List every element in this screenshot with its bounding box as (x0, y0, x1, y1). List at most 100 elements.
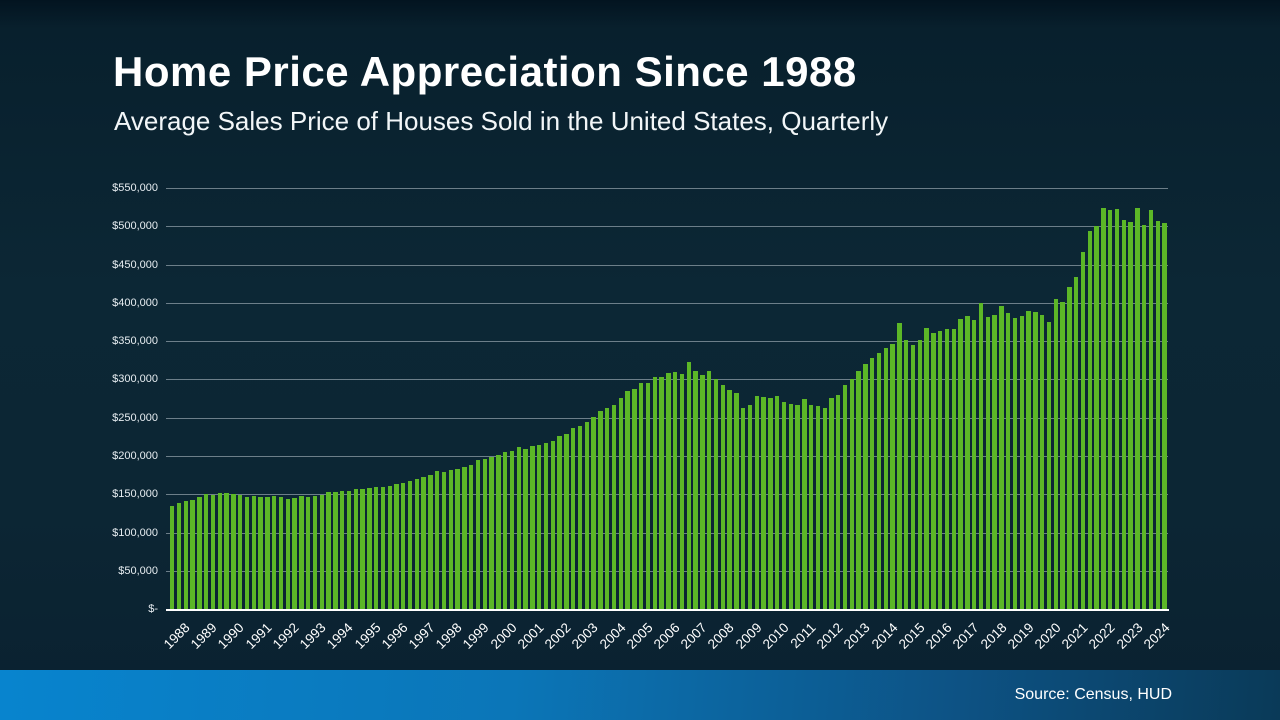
bar (1040, 315, 1045, 609)
plot-area (166, 188, 1169, 611)
bar (638, 383, 644, 609)
bar (904, 339, 909, 609)
bar (176, 502, 182, 609)
bar (802, 399, 807, 609)
bar (557, 435, 562, 609)
bar (550, 441, 556, 609)
bar (237, 495, 243, 609)
bar (768, 398, 773, 609)
bar (387, 485, 392, 609)
bar (734, 392, 739, 609)
bar (435, 471, 440, 609)
gridline (166, 264, 1168, 266)
bar (380, 487, 386, 609)
x-tick-label-text: 2020 (1031, 620, 1064, 652)
bar (401, 482, 406, 609)
bar (217, 493, 222, 609)
x-tick-label-text: 2012 (814, 620, 846, 652)
bar (999, 305, 1004, 609)
bar (448, 469, 454, 609)
bar (489, 456, 494, 609)
bar (367, 487, 372, 609)
bar (373, 486, 379, 609)
x-tick-label-text: 2002 (541, 620, 574, 652)
x-tick-label-text: 1992 (269, 620, 302, 652)
x-tick-label-text: 2021 (1059, 620, 1091, 652)
x-tick-label-text: 2016 (922, 620, 955, 652)
bar (339, 490, 345, 609)
bar (394, 483, 399, 609)
bar (421, 476, 426, 609)
bar (605, 408, 610, 609)
bar (978, 303, 984, 609)
bar (965, 316, 970, 609)
page-subtitle: Average Sales Price of Houses Sold in th… (114, 106, 889, 136)
bar (1033, 311, 1038, 609)
bar (537, 445, 542, 609)
x-tick-label-text: 1995 (351, 620, 384, 652)
bar (197, 496, 202, 609)
x-tick-label-text: 2001 (514, 620, 547, 652)
bar (870, 357, 875, 609)
bar (625, 390, 630, 609)
bar (564, 433, 569, 609)
bar (598, 410, 603, 609)
x-tick-label-text: 2008 (705, 620, 737, 652)
bar (890, 344, 895, 609)
y-tick-label: $400,000 (112, 296, 158, 309)
x-tick-label-text: 2007 (677, 620, 710, 652)
bar (706, 371, 712, 609)
x-tick-label-text: 2017 (950, 620, 982, 652)
bar (849, 379, 855, 609)
bar (475, 460, 481, 609)
bar (679, 373, 685, 609)
x-tick-label-text: 1991 (242, 620, 275, 652)
bar (251, 495, 256, 609)
bar (278, 497, 284, 609)
bar (1053, 299, 1058, 609)
bar (842, 385, 848, 609)
x-tick-label-text: 2014 (868, 620, 901, 652)
bar (686, 362, 691, 609)
bar (1094, 226, 1099, 609)
y-tick-label: $500,000 (112, 220, 158, 233)
bar (897, 322, 902, 609)
x-tick-label-text: 2005 (623, 620, 656, 652)
bar (774, 396, 780, 609)
bar (1012, 318, 1018, 609)
bar (319, 494, 324, 609)
bar (571, 428, 576, 609)
y-tick-label: $100,000 (112, 526, 158, 539)
bars-container (170, 188, 1168, 609)
bar (1046, 322, 1052, 609)
bar (265, 497, 270, 609)
bar (1148, 209, 1154, 609)
bar (312, 495, 318, 609)
bar (856, 371, 861, 609)
bar (360, 489, 365, 609)
x-tick-label-text: 2003 (569, 620, 601, 652)
x-tick-label-text: 2011 (787, 620, 819, 652)
bar (985, 317, 991, 609)
x-tick-label-text: 1988 (160, 620, 193, 652)
bar (788, 403, 793, 609)
gridline (166, 341, 1168, 343)
bar (530, 446, 535, 609)
bar (428, 474, 433, 609)
bar (910, 344, 916, 609)
bar (292, 497, 297, 609)
bar (543, 442, 549, 609)
bar (645, 382, 651, 609)
bar (224, 492, 229, 609)
x-tick-label-text: 2006 (650, 620, 683, 652)
bar (1060, 302, 1065, 609)
bar (747, 405, 753, 609)
bar (740, 408, 746, 609)
y-tick-label: $250,000 (112, 411, 158, 424)
x-tick-label-text: 2019 (1004, 620, 1037, 652)
bar (244, 496, 250, 609)
bar (1107, 209, 1113, 609)
x-tick-label-text: 1999 (460, 620, 492, 652)
